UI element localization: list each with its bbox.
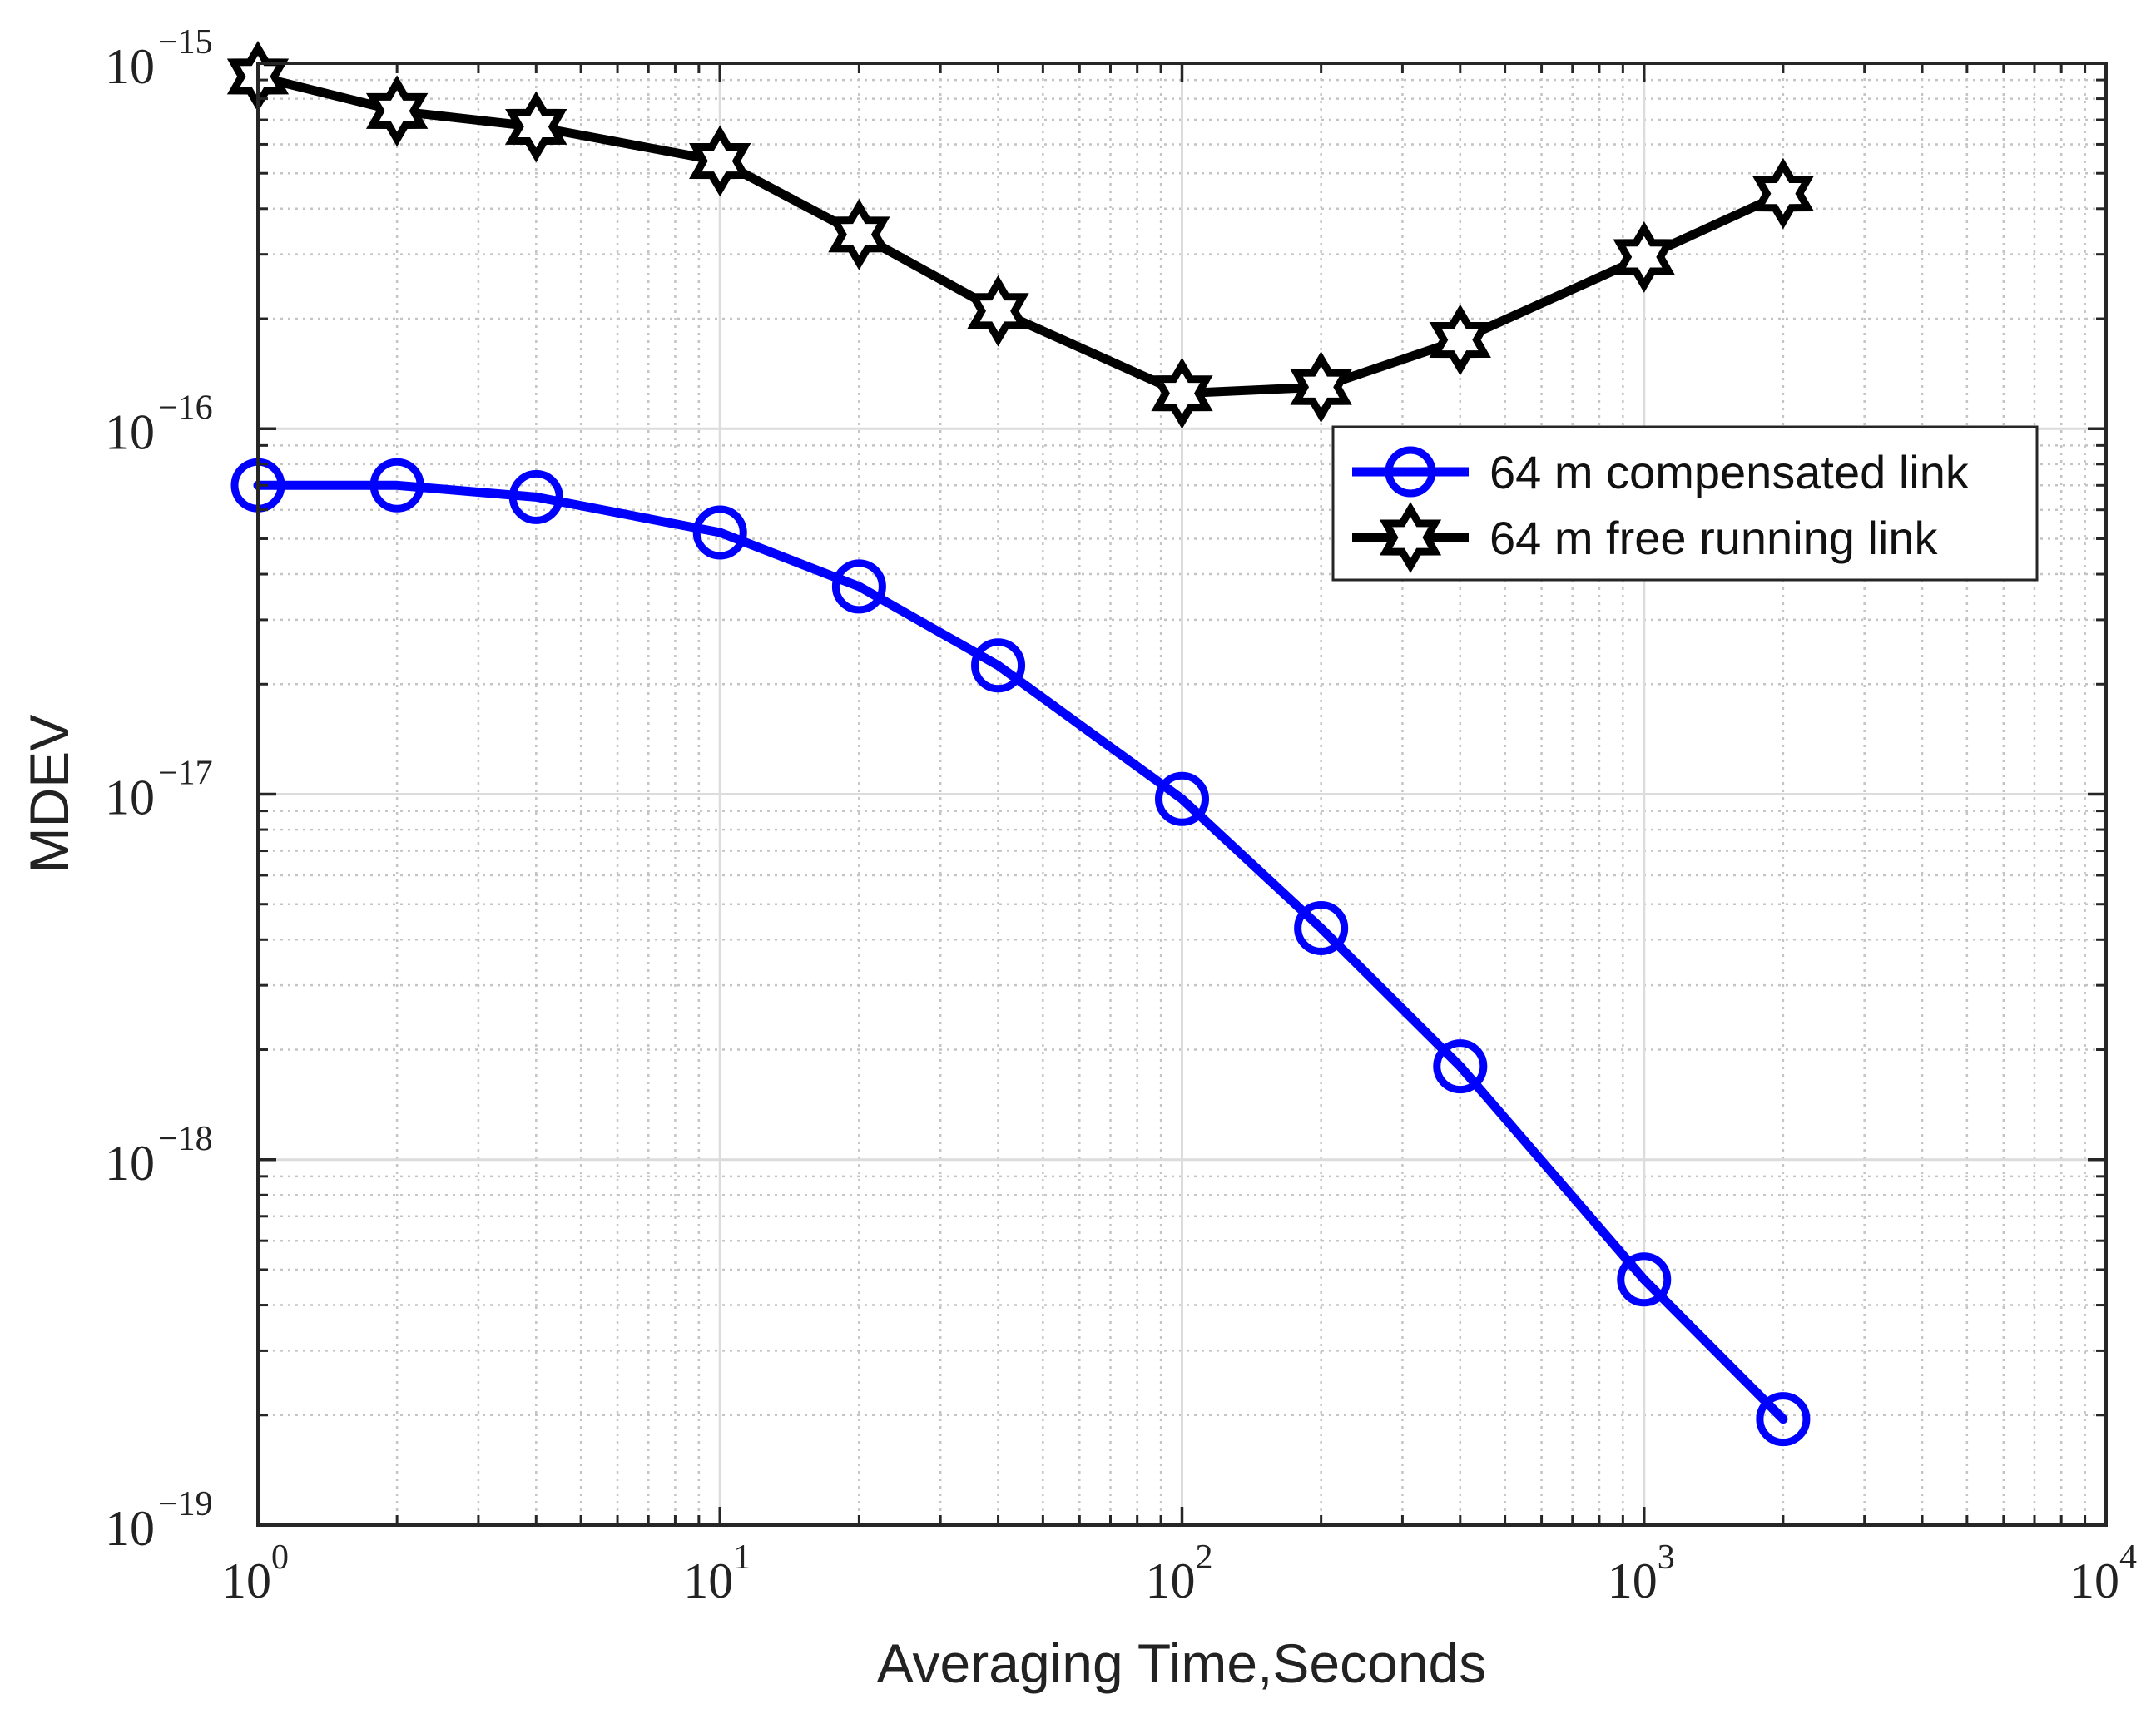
x-tick-label-exponent: 4 bbox=[2119, 1538, 2137, 1577]
y-tick-label-base: 10 bbox=[105, 1136, 155, 1191]
x-tick-label-exponent: 2 bbox=[1196, 1538, 1213, 1577]
x-tick-label-base: 10 bbox=[2069, 1553, 2119, 1608]
data-point-compensated bbox=[971, 638, 1026, 693]
data-point-free-running bbox=[1429, 304, 1491, 376]
data-point-free-running bbox=[689, 125, 751, 197]
y-axis-label: MDEV bbox=[18, 715, 80, 874]
x-axis-label: Averaging Time,Seconds bbox=[877, 1632, 1487, 1694]
data-point-compensated bbox=[1617, 1252, 1672, 1307]
legend: 64 m compensated link 64 m free running … bbox=[1331, 425, 2039, 582]
data-point-compensated bbox=[831, 559, 886, 614]
data-point-free-running bbox=[967, 275, 1029, 347]
x-tick-label-base: 10 bbox=[1608, 1553, 1658, 1608]
y-tick-label: 10 −16 bbox=[105, 389, 213, 459]
x-tick-label-base: 10 bbox=[1146, 1553, 1196, 1608]
data-point-compensated bbox=[692, 505, 747, 560]
data-point-compensated bbox=[508, 469, 563, 524]
x-tick-label-exponent: 1 bbox=[733, 1538, 751, 1577]
y-tick-label-exponent: −15 bbox=[158, 23, 213, 62]
y-tick-label-base: 10 bbox=[105, 1501, 155, 1556]
legend-label-free-running: 64 m free running link bbox=[1489, 512, 1939, 564]
series-layer bbox=[226, 40, 1815, 1447]
y-tick-label-base: 10 bbox=[105, 770, 155, 825]
minor-grid bbox=[258, 63, 2106, 1525]
y-tick-label: 10 −17 bbox=[105, 755, 213, 825]
y-tick-label: 10 −19 bbox=[105, 1485, 213, 1556]
data-point-free-running bbox=[505, 91, 567, 163]
x-tick-label-exponent: 0 bbox=[271, 1538, 289, 1577]
x-tick-label-base: 10 bbox=[683, 1553, 733, 1608]
x-tick-label-base: 10 bbox=[221, 1553, 271, 1608]
y-tick-label-exponent: −18 bbox=[158, 1120, 213, 1158]
legend-box bbox=[1331, 425, 2039, 582]
data-point-free-running bbox=[1752, 157, 1815, 230]
legend-label-compensated: 64 m compensated link bbox=[1489, 446, 1970, 498]
y-tick-label-base: 10 bbox=[105, 404, 155, 459]
data-point-free-running bbox=[1151, 357, 1213, 429]
y-tick-label: 10 −15 bbox=[105, 23, 213, 94]
x-tick-label: 10 2 bbox=[1146, 1538, 1213, 1608]
series-line-compensated bbox=[253, 480, 1788, 1424]
y-tick-label-exponent: −19 bbox=[158, 1485, 213, 1523]
data-point-free-running bbox=[1613, 220, 1675, 293]
y-tick-label-exponent: −16 bbox=[158, 389, 213, 427]
legend-marker-free-running bbox=[1379, 502, 1442, 573]
data-point-compensated bbox=[369, 458, 424, 513]
data-point-compensated bbox=[1756, 1392, 1811, 1447]
x-tick-label-exponent: 3 bbox=[1658, 1538, 1675, 1577]
legend-marker-compensated bbox=[1385, 446, 1436, 498]
tick-marks bbox=[256, 62, 2108, 1527]
x-tick-label: 10 4 bbox=[2069, 1538, 2137, 1608]
y-tick-label-exponent: −17 bbox=[158, 755, 213, 793]
data-point-compensated bbox=[1294, 900, 1349, 955]
data-point-compensated bbox=[1433, 1039, 1488, 1094]
x-tick-label: 10 0 bbox=[221, 1538, 289, 1608]
y-tick-label: 10 −18 bbox=[105, 1120, 213, 1191]
data-point-free-running bbox=[365, 75, 429, 147]
x-tick-labels: 10 0 10 1 10 2 10 3 10 4 bbox=[221, 1538, 2137, 1608]
data-point-compensated bbox=[1155, 771, 1209, 826]
data-point-free-running bbox=[828, 198, 890, 270]
y-tick-label-base: 10 bbox=[105, 39, 155, 94]
x-tick-label: 10 1 bbox=[683, 1538, 751, 1608]
x-tick-label: 10 3 bbox=[1608, 1538, 1675, 1608]
data-point-free-running bbox=[1290, 351, 1352, 424]
